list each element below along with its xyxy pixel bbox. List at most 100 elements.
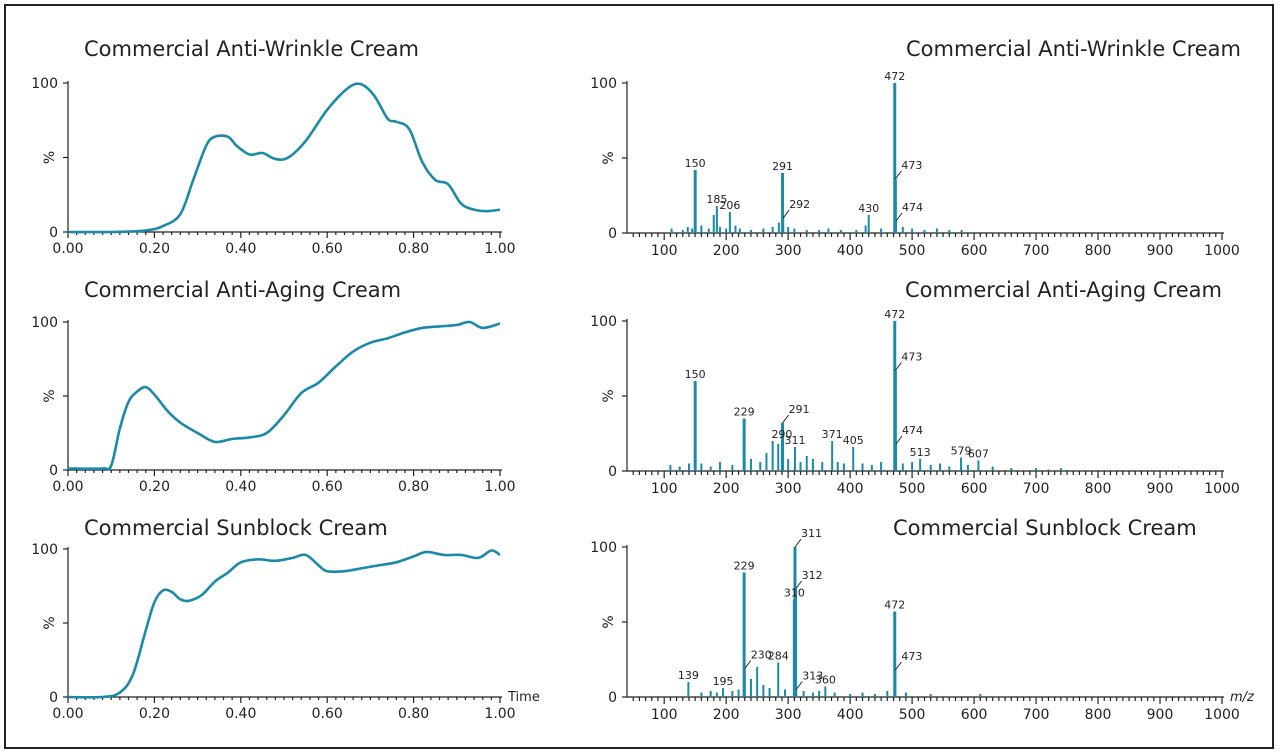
panel-title: Commercial Anti-Wrinkle Cream [84,37,419,61]
spectrum-peak [1047,469,1050,471]
peak-label: 405 [843,434,864,447]
spectrum-anti-wrinkle: Commercial Anti-Wrinkle Cream 0% 100 100 20… [590,37,1241,259]
y-tick-label: 100 [590,540,617,556]
spectrum-peak [827,228,830,233]
peak-label: 229 [734,406,755,419]
x-tick-label: 900 [1147,707,1174,723]
peak-label: 284 [768,650,789,663]
spectrum-peak [904,692,907,697]
x-tick-label: 100 [651,481,678,497]
spectrum-peak [743,668,746,697]
spectrum-peak [700,225,703,233]
spectrum-peak [880,228,883,233]
spectrum-peak [805,230,808,233]
spectrum-peak [836,462,839,471]
x-tick-label: 0.20 [139,241,170,257]
spectrum-peak [687,463,690,471]
y-tick-label: 0 [49,463,58,479]
x-tick-label: 100 [651,243,678,259]
x-tick-label: 500 [899,481,926,497]
spectrum-peak [777,222,780,233]
spectrum-peak [818,230,821,233]
spectrum-peak [795,689,798,697]
spectrum-peak [768,688,771,697]
x-tick-label: 0.20 [139,706,170,722]
spectrum-peak [991,466,994,471]
spectrum-peak [873,694,876,697]
spectrum-peak [781,173,785,233]
spectrum-peak [771,441,774,471]
x-tick-label: 400 [837,707,864,723]
spectrum-peak [737,689,740,697]
peak-leader [894,170,902,180]
spectrum-peak [824,686,827,697]
x-tick-label: 0.40 [225,479,256,495]
spectrum-peak [749,459,752,471]
peak-label: 371 [822,428,843,441]
x-tick-label: 0.20 [139,479,170,495]
spectrum-peak [771,227,774,233]
spectrum-peak [700,692,703,697]
peak-label: 473 [901,650,922,663]
x-tick-label: 0.40 [225,241,256,257]
y-tick-label: 0 [608,226,617,242]
spectrum-peak [893,611,897,697]
spectrum-peak [742,418,746,471]
spectrum-peak [901,227,904,233]
spectrum-peak [718,227,721,233]
spectrum-peak [811,692,814,697]
spectrum-peak [935,228,938,233]
x-tick-label: 0.00 [52,706,83,722]
peak-leader [782,209,790,219]
peak-label: 360 [815,674,836,687]
spectrum-peak [833,692,836,697]
spectrum-peak [805,456,808,471]
x-tick-label: 0.00 [52,241,83,257]
y-tick-label: 100 [31,76,58,92]
y-tick-label: 100 [31,315,58,331]
spectrum-peak [691,228,694,233]
spectrum-peak [787,227,790,233]
peak-label: 473 [901,159,922,172]
spectrum-peak [839,230,842,233]
peak-label: 430 [858,202,879,215]
x-tick-label: 0.00 [52,479,83,495]
spectrum-peak [818,691,821,697]
spectrum-peak [718,462,721,471]
figure-canvas: Commercial Anti-Wrinkle Cream 0%1000.00 0… [31,37,1255,723]
x-tick-label: 300 [775,481,802,497]
x-tick-label: 1.00 [484,241,515,257]
x-tick-label: 700 [1023,707,1050,723]
spectrum-peak [686,227,689,233]
peak-label: 474 [902,201,923,214]
spectrum-peak [749,679,752,697]
spectrum-peak [919,459,922,471]
spectrum-peak [852,447,855,471]
spectrum-sunblock: Commercial Sunblock Cream 0% 100 100 200 300… [590,516,1255,723]
peak-label: 472 [884,70,905,83]
peak-label: 230 [751,649,772,662]
x-axis-title: m/z [1230,690,1255,705]
peak-label: 472 [884,599,905,612]
chromatogram-anti-aging: Commercial Anti-Aging Cream 0% 100 0.00 0.2… [31,278,515,495]
spectrum-peak [960,457,963,471]
spectrum-peak [731,691,734,697]
y-tick-label: 0 [608,464,617,480]
spectrum-peak [693,170,697,233]
spectrum-peak [749,230,752,233]
chromatogram-trace [67,549,501,699]
y-tick-label: 0 [49,690,58,706]
spectrum-peak [894,221,897,233]
peak-leader [895,435,903,445]
peak-leader [894,661,902,671]
x-tick-label: 200 [713,707,740,723]
peak-label: 195 [713,675,734,688]
x-tick-label: 0.60 [312,706,343,722]
spectrum-peak [802,691,805,697]
spectrum-peak [923,230,926,233]
x-tick-label: 700 [1023,481,1050,497]
x-tick-label: 700 [1023,243,1050,259]
panel-title: Commercial Sunblock Cream [893,516,1197,540]
panel-title: Commercial Sunblock Cream [84,516,388,540]
peak-label: 311 [801,527,822,540]
